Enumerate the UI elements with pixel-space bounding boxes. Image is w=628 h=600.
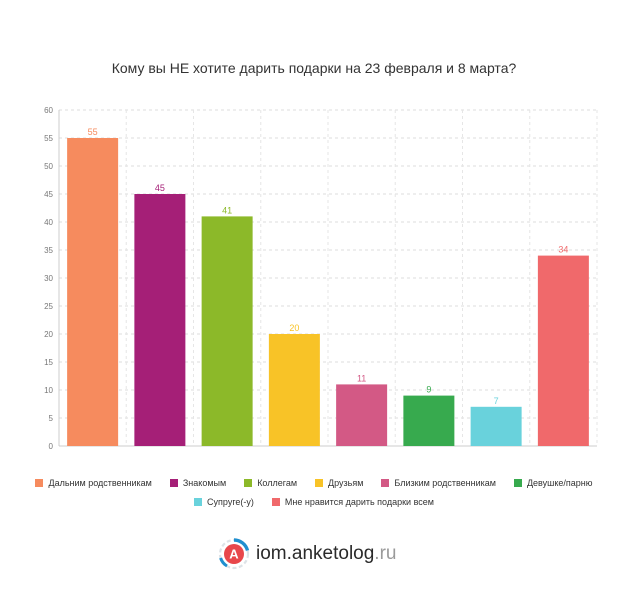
legend-item[interactable]: Близким родственникам xyxy=(381,478,496,488)
data-label: 9 xyxy=(426,385,431,395)
legend-label: Мне нравится дарить подарки всем xyxy=(284,497,434,507)
y-tick-label: 35 xyxy=(44,246,53,255)
chart-title: Кому вы НЕ хотите дарить подарки на 23 ф… xyxy=(111,60,517,76)
legend-item[interactable]: Друзьям xyxy=(315,478,363,488)
y-tick-label: 50 xyxy=(44,162,53,171)
data-label: 11 xyxy=(357,373,366,383)
legend-swatch xyxy=(513,479,522,487)
bar xyxy=(537,255,589,446)
y-tick-label: 60 xyxy=(44,106,53,115)
brand-footer[interactable]: А iom.anketolog.ru xyxy=(218,538,396,570)
legend-swatch xyxy=(315,479,324,487)
legend-swatch xyxy=(194,498,203,506)
logo-letter: А xyxy=(229,547,239,562)
legend-item[interactable]: Дальним родственникам xyxy=(35,478,152,488)
legend-swatch xyxy=(381,479,390,487)
y-tick-label: 45 xyxy=(44,190,53,199)
brand-text: iom.anketolog.ru xyxy=(256,543,396,565)
y-tick-label: 0 xyxy=(49,442,54,451)
data-label: 41 xyxy=(222,205,232,215)
legend-label: Девушке/парню xyxy=(526,478,593,488)
chart-legend: Дальним родственникам Знакомым Коллегам Дру… xyxy=(20,478,608,507)
legend-label: Коллегам xyxy=(257,478,298,488)
y-tick-label: 55 xyxy=(44,134,53,143)
data-label: 20 xyxy=(289,323,299,333)
data-label: 55 xyxy=(88,127,98,137)
legend-item[interactable]: Девушке/парню xyxy=(513,478,593,488)
data-label: 7 xyxy=(494,396,499,406)
legend-item[interactable]: Знакомым xyxy=(169,478,227,488)
bar-chart: 0 5 10 15 20 25 30 35 40 45 50 55 60 55 45 41 20 11 9 7 34 xyxy=(44,106,598,451)
legend-swatch xyxy=(244,479,253,487)
legend-item[interactable]: Коллегам xyxy=(244,478,297,488)
brand-name: iom.anketolog xyxy=(256,543,375,564)
anketolog-logo-icon: А xyxy=(218,538,250,570)
y-tick-label: 5 xyxy=(49,414,54,423)
y-tick-label: 20 xyxy=(44,330,53,339)
legend-label: Друзьям xyxy=(328,478,364,488)
bar xyxy=(470,406,522,446)
legend-swatch xyxy=(169,479,178,487)
bar xyxy=(67,138,119,446)
y-tick-label: 10 xyxy=(44,386,53,395)
y-tick-label: 40 xyxy=(44,218,53,227)
y-tick-label: 30 xyxy=(44,274,53,283)
data-label: 45 xyxy=(155,183,165,193)
legend-label: Дальним родственникам xyxy=(48,478,152,488)
y-tick-label: 15 xyxy=(44,358,53,367)
legend-label: Знакомым xyxy=(182,478,227,488)
bar xyxy=(134,194,186,446)
legend-item[interactable]: Супруге(-у) xyxy=(194,497,254,507)
legend-label: Близким родственникам xyxy=(394,478,496,488)
bar xyxy=(268,334,320,446)
y-tick-label: 25 xyxy=(44,302,53,311)
bar xyxy=(403,395,455,446)
legend-item[interactable]: Мне нравится дарить подарки всем xyxy=(271,497,434,507)
bar xyxy=(201,216,253,446)
legend-swatch xyxy=(35,479,44,487)
legend-label: Супруге(-у) xyxy=(207,497,254,507)
bar xyxy=(336,384,388,446)
data-label: 34 xyxy=(558,245,568,255)
legend-swatch xyxy=(271,498,280,506)
brand-tld: .ru xyxy=(374,543,397,564)
